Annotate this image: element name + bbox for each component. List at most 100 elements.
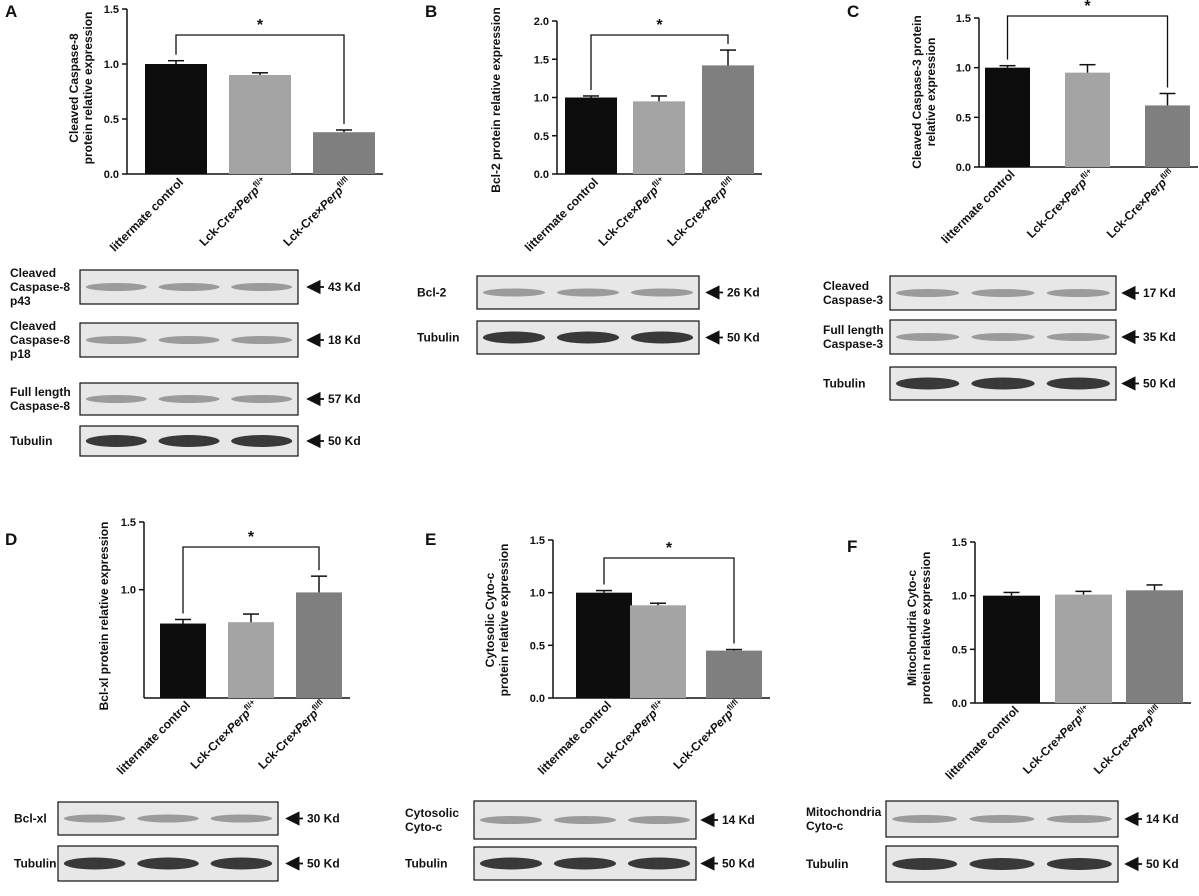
blot-band	[158, 435, 220, 447]
kd-label: 50 Kd	[722, 857, 755, 871]
y-tick-label: 1.5	[956, 13, 971, 25]
y-tick-label: 1.0	[530, 588, 545, 600]
blot-label: Caspase-8	[10, 399, 70, 413]
blot-label: Tubulin	[806, 857, 848, 871]
blot-band	[892, 815, 958, 823]
x-category-label: Lck-Cre×Perpfl/fl	[664, 175, 739, 250]
blot-band	[969, 815, 1035, 823]
x-category-label: Lck-Cre×Perpfl/+	[196, 174, 271, 249]
bar	[565, 97, 617, 174]
significance-bracket	[182, 546, 320, 614]
significance-star: *	[656, 17, 663, 34]
blot-band	[231, 435, 293, 447]
blot-band	[627, 816, 691, 824]
x-category-label: littermate control	[942, 703, 1021, 782]
y-tick-label: 1.5	[952, 537, 967, 549]
blot-band	[63, 814, 126, 823]
blot-band	[231, 336, 293, 344]
blot-label: Cytosolic	[405, 806, 459, 820]
blot-band	[85, 435, 147, 447]
blot-label: p43	[10, 294, 31, 308]
panel-letter: D	[5, 530, 17, 549]
blot-band	[158, 336, 220, 344]
kd-label: 17 Kd	[1143, 286, 1176, 300]
panel-letter: E	[425, 530, 436, 549]
blot-band	[482, 288, 546, 297]
blot-label: Bcl-xl	[14, 812, 47, 826]
y-tick-label: 1.0	[952, 591, 967, 603]
blot-band	[85, 336, 147, 344]
blot-band	[630, 288, 694, 297]
blot-band	[630, 331, 694, 344]
blot-label: Cleaved	[10, 319, 56, 333]
bar	[702, 65, 754, 174]
blot-label: Caspase-3	[823, 293, 883, 307]
bar	[228, 622, 274, 698]
significance-bracket	[603, 557, 735, 644]
significance-star: *	[666, 540, 673, 557]
y-axis-title: Bcl-2 protein relative expression	[489, 7, 503, 192]
blot-band	[971, 333, 1035, 341]
bar	[296, 592, 342, 698]
blot-band	[85, 395, 147, 403]
y-axis-title: protein relative expression	[497, 544, 511, 697]
y-axis-title: Cleaved Caspase-3 protein	[910, 15, 924, 168]
x-category-label: Lck-Cre×Perpfl/+	[187, 697, 262, 772]
significance-star: *	[248, 529, 255, 546]
blot-band	[1046, 815, 1112, 823]
kd-label: 50 Kd	[727, 331, 760, 345]
x-category-label: Lck-Cre×Perpfl/fl	[1090, 703, 1165, 778]
blot-band	[231, 283, 293, 291]
bar	[160, 623, 206, 698]
bar	[983, 595, 1040, 703]
bar	[633, 101, 685, 174]
blot-band	[556, 288, 620, 297]
significance-bracket	[590, 34, 729, 90]
x-category-label: Lck-Cre×Perpfl/fl	[255, 698, 330, 773]
blot-band	[210, 857, 273, 870]
y-tick-label: 0.0	[104, 169, 119, 181]
blot-band	[892, 858, 958, 870]
blot-label: Cyto-c	[405, 820, 443, 834]
panel-c: C 0.0 0.5 1.0 1.5 Cleaved Caspase-3 protein re…	[823, 0, 1198, 401]
blot-label: Cyto-c	[806, 819, 844, 833]
x-category-label: Lck-Cre×Perpfl/+	[1023, 166, 1098, 241]
kd-label: 50 Kd	[328, 434, 361, 448]
y-tick-label: 0.5	[104, 114, 119, 126]
kd-label: 26 Kd	[727, 286, 760, 300]
y-axis-title: Cytosolic Cyto-c	[483, 572, 497, 667]
bar	[576, 592, 632, 698]
significance-bracket	[1006, 15, 1169, 88]
y-tick-label: 1.5	[121, 517, 136, 529]
bar	[630, 605, 686, 698]
blot-band	[627, 857, 691, 870]
panel-letter: B	[425, 2, 437, 21]
blot-label: Tubulin	[405, 857, 447, 871]
blot-band	[553, 857, 617, 870]
y-axis-title: protein relative expression	[81, 12, 95, 165]
bar	[145, 64, 207, 174]
x-category-label: littermate control	[938, 167, 1017, 246]
blot-band	[158, 395, 220, 403]
blot-band	[137, 857, 199, 870]
y-axis-title: Cleaved Caspase-8	[67, 33, 81, 143]
y-tick-label: 1.0	[104, 59, 119, 71]
blot-label: p18	[10, 347, 31, 361]
y-tick-label: 0.5	[530, 640, 545, 652]
blot-band	[137, 814, 199, 823]
blot-band	[896, 289, 960, 297]
y-axis-title: relative expression	[924, 38, 938, 147]
blot-label: Tubulin	[14, 857, 56, 871]
blot-band	[969, 858, 1035, 870]
blot-label: Tubulin	[823, 377, 865, 391]
panel-letter: A	[5, 2, 17, 21]
kd-label: 18 Kd	[328, 333, 361, 347]
blot-band	[896, 333, 960, 341]
kd-label: 57 Kd	[328, 392, 361, 406]
blot-band	[1046, 858, 1112, 870]
kd-label: 50 Kd	[1146, 857, 1179, 871]
blot-band	[971, 377, 1035, 390]
panel-letter: F	[847, 537, 857, 556]
